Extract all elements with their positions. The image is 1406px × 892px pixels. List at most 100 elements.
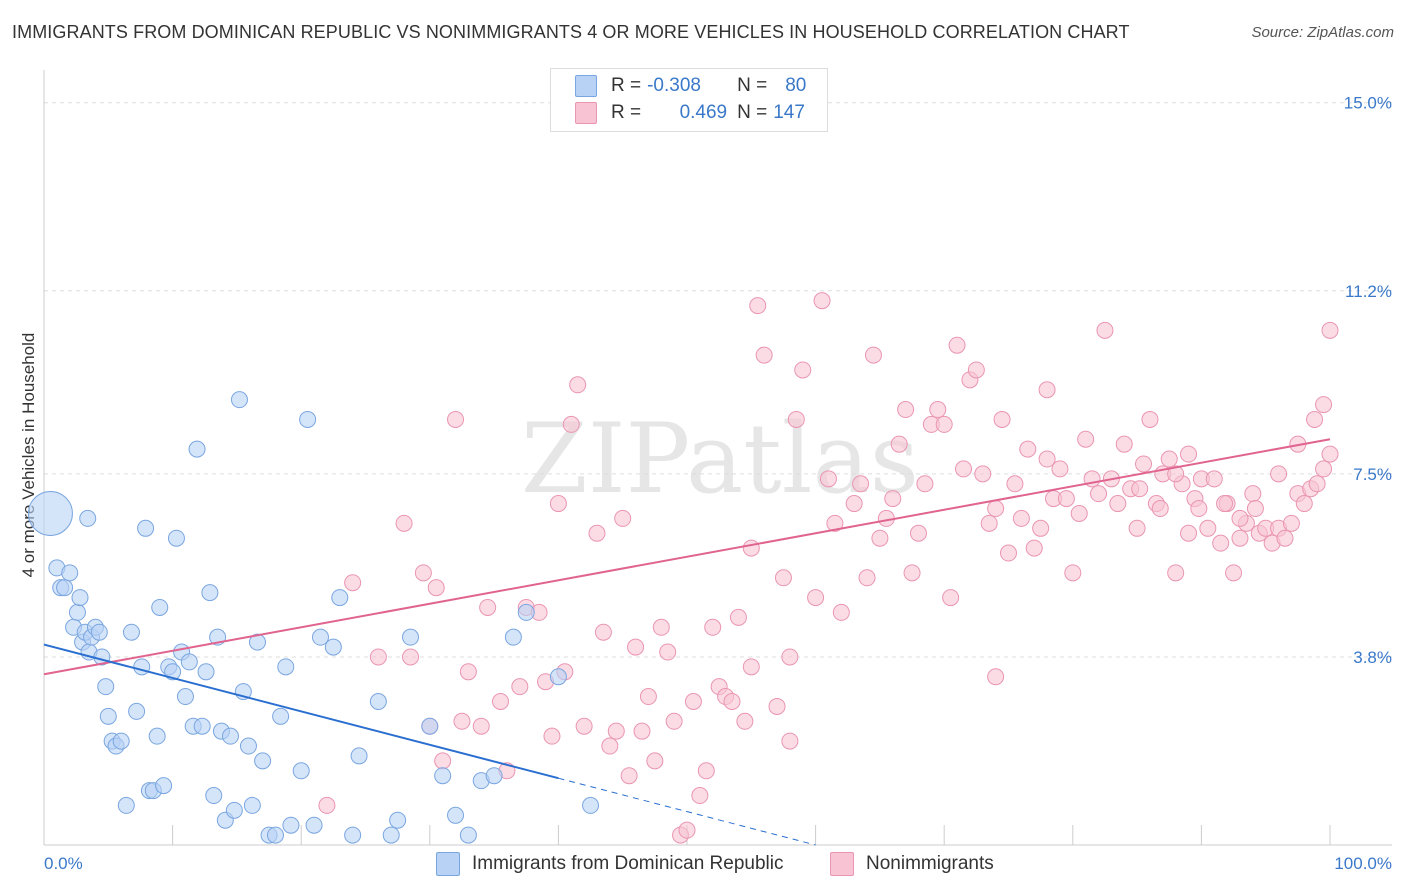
nonimmigrant-point bbox=[1231, 509, 1249, 527]
dominican-point bbox=[137, 519, 155, 537]
dominican-point bbox=[389, 811, 407, 829]
nonimmigrant-point bbox=[1321, 445, 1339, 463]
nonimmigrant-point bbox=[697, 762, 715, 780]
dominican-point bbox=[504, 628, 522, 646]
dominican-point bbox=[266, 826, 284, 844]
nonimmigrant-point bbox=[627, 638, 645, 656]
dominican-point bbox=[305, 816, 323, 834]
nonimmigrant-point bbox=[1199, 519, 1217, 537]
dominican-point bbox=[434, 767, 452, 785]
nonimmigrant-point bbox=[723, 692, 741, 710]
nonimmigrant-point bbox=[1180, 524, 1198, 542]
nonimmigrant-trend-line bbox=[43, 438, 1331, 676]
nonimmigrant-point bbox=[987, 500, 1005, 518]
nonimmigrant-point bbox=[607, 722, 625, 740]
nonimmigrant-point bbox=[1090, 485, 1108, 503]
nonimmigrant-point bbox=[1270, 465, 1288, 483]
nonimmigrant-point bbox=[794, 361, 812, 379]
dominican-point bbox=[205, 787, 223, 805]
nonimmigrant-point bbox=[742, 539, 760, 557]
dominican-point bbox=[151, 598, 169, 616]
chart-title: IMMIGRANTS FROM DOMINICAN REPUBLIC VS NO… bbox=[12, 22, 1130, 42]
nonimmigrant-point bbox=[871, 529, 889, 547]
nonimmigrant-point bbox=[652, 618, 670, 636]
nonimmigrant-point bbox=[1246, 500, 1264, 518]
dominican-point bbox=[517, 603, 535, 621]
dominican-point bbox=[225, 801, 243, 819]
nonimmigrant-point bbox=[1057, 490, 1075, 508]
dominican-point bbox=[282, 816, 300, 834]
nonimmigrant-point bbox=[974, 465, 992, 483]
nonimmigrant-point bbox=[807, 589, 825, 607]
r-label: R = bbox=[611, 75, 642, 96]
pink-swatch bbox=[575, 102, 597, 124]
series-label-pink: Nonimmigrants bbox=[866, 853, 994, 874]
dominican-point bbox=[164, 663, 182, 681]
dominican-point bbox=[277, 658, 295, 676]
nonimmigrant-point bbox=[459, 663, 477, 681]
nonimmigrant-point bbox=[897, 401, 915, 419]
nonimmigrant-point bbox=[1276, 529, 1294, 547]
nonimmigrant-point bbox=[1205, 470, 1223, 488]
dominican-point bbox=[197, 663, 215, 681]
nonimmigrant-point bbox=[1315, 460, 1333, 478]
nonimmigrant-point bbox=[1115, 435, 1133, 453]
source-label: Source: ZipAtlas.com bbox=[1251, 24, 1394, 41]
y-tick-label: 7.5% bbox=[1353, 465, 1392, 484]
nonimmigrant-point bbox=[1006, 475, 1024, 493]
blue-swatch bbox=[575, 75, 597, 97]
dominican-point bbox=[71, 589, 89, 607]
nonimmigrant-point bbox=[1180, 445, 1198, 463]
nonimmigrant-point bbox=[1231, 529, 1249, 547]
dominican-point bbox=[79, 509, 97, 527]
nonimmigrant-point bbox=[594, 623, 612, 641]
r-value: 0.469 bbox=[679, 102, 728, 123]
nonimmigrant-point bbox=[942, 589, 960, 607]
dominican-point bbox=[447, 806, 465, 824]
dominican-point bbox=[382, 826, 400, 844]
nonimmigrant-point bbox=[1141, 410, 1159, 428]
nonimmigrant-point bbox=[1160, 450, 1178, 468]
nonimmigrant-point bbox=[742, 658, 760, 676]
nonimmigrant-point bbox=[434, 752, 452, 770]
nonimmigrant-point bbox=[479, 598, 497, 616]
nonimmigrant-point bbox=[678, 821, 696, 839]
series-legend-blue: Immigrants from Dominican Republic bbox=[436, 851, 784, 877]
nonimmigrant-point bbox=[987, 668, 1005, 686]
nonimmigrant-point bbox=[929, 401, 947, 419]
nonimmigrant-point bbox=[318, 796, 336, 814]
n-value: 147 bbox=[773, 102, 805, 123]
nonimmigrant-point bbox=[691, 787, 709, 805]
nonimmigrant-point bbox=[614, 509, 632, 527]
y-axis-title: 4 or more Vehicles in Household bbox=[19, 333, 38, 578]
dominican-point bbox=[128, 702, 146, 720]
dominican-point bbox=[27, 490, 73, 536]
nonimmigrant-point bbox=[1012, 509, 1030, 527]
dominican-point bbox=[369, 692, 387, 710]
nonimmigrant-point bbox=[1167, 465, 1185, 483]
nonimmigrant-point bbox=[1306, 410, 1324, 428]
nonimmigrant-point bbox=[1212, 534, 1230, 552]
nonimmigrant-point bbox=[1019, 440, 1037, 458]
nonimmigrant-point bbox=[1216, 495, 1234, 513]
nonimmigrant-point bbox=[684, 692, 702, 710]
nonimmigrant-point bbox=[1070, 504, 1088, 522]
nonimmigrant-point bbox=[787, 410, 805, 428]
nonimmigrant-point bbox=[858, 569, 876, 587]
dominican-point bbox=[155, 777, 173, 795]
gridlines bbox=[44, 102, 1392, 658]
dominican-point bbox=[61, 564, 79, 582]
nonimmigrant-point bbox=[549, 495, 567, 513]
nonimmigrant-point bbox=[588, 524, 606, 542]
dominican-point bbox=[68, 603, 86, 621]
nonimmigrant-point bbox=[1128, 519, 1146, 537]
nonimmigrant-point bbox=[774, 569, 792, 587]
dominican-point bbox=[230, 391, 248, 409]
nonimmigrant-point bbox=[1190, 500, 1208, 518]
dominican-point bbox=[549, 668, 567, 686]
nonimmigrant-point bbox=[1315, 396, 1333, 414]
r-label: R = bbox=[611, 102, 642, 123]
dominican-point bbox=[350, 747, 368, 765]
nonimmigrant-point bbox=[1096, 321, 1114, 339]
